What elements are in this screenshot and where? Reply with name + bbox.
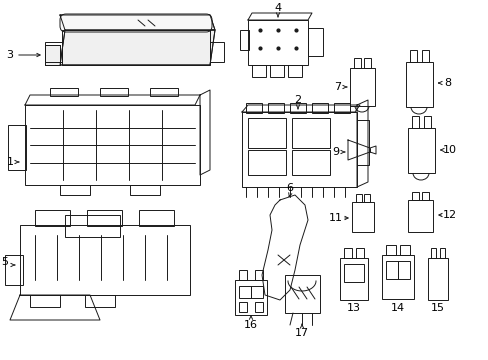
- Bar: [363, 58, 370, 68]
- Bar: [421, 192, 428, 200]
- Text: 2: 2: [294, 95, 301, 105]
- Text: 9: 9: [332, 147, 339, 157]
- Bar: [363, 194, 369, 202]
- Bar: [355, 248, 363, 258]
- Bar: [267, 103, 284, 113]
- Bar: [409, 50, 416, 62]
- Bar: [85, 295, 115, 307]
- Text: 5: 5: [1, 257, 8, 267]
- Bar: [291, 150, 329, 175]
- Bar: [430, 248, 435, 258]
- Bar: [247, 20, 307, 65]
- Bar: [50, 88, 78, 96]
- Bar: [343, 248, 351, 258]
- Bar: [343, 264, 363, 282]
- Bar: [8, 125, 26, 170]
- Bar: [353, 58, 360, 68]
- Bar: [87, 210, 122, 226]
- Bar: [407, 200, 432, 232]
- Text: 3: 3: [6, 50, 14, 60]
- Bar: [287, 65, 302, 77]
- Bar: [339, 258, 367, 300]
- Bar: [25, 105, 200, 185]
- Bar: [239, 302, 246, 312]
- Bar: [130, 185, 160, 195]
- Bar: [62, 30, 209, 65]
- Text: 11: 11: [328, 213, 342, 223]
- Bar: [307, 28, 323, 56]
- Bar: [240, 30, 248, 50]
- Bar: [242, 112, 356, 187]
- Bar: [30, 295, 60, 307]
- Bar: [411, 192, 418, 200]
- Bar: [245, 103, 262, 113]
- Bar: [411, 116, 418, 128]
- Bar: [239, 270, 246, 280]
- Text: 1: 1: [6, 157, 14, 167]
- Bar: [100, 88, 128, 96]
- Bar: [60, 185, 90, 195]
- Bar: [355, 194, 361, 202]
- Bar: [381, 255, 413, 299]
- Bar: [356, 120, 368, 165]
- Bar: [423, 116, 430, 128]
- FancyBboxPatch shape: [60, 14, 212, 32]
- Bar: [254, 270, 263, 280]
- Bar: [421, 50, 428, 62]
- Bar: [139, 210, 174, 226]
- Bar: [311, 103, 327, 113]
- Bar: [65, 215, 120, 237]
- Bar: [251, 65, 265, 77]
- Bar: [405, 62, 432, 107]
- Text: 6: 6: [286, 183, 293, 193]
- Text: 17: 17: [294, 328, 308, 338]
- Bar: [254, 302, 263, 312]
- Bar: [20, 225, 190, 295]
- Text: 4: 4: [274, 3, 281, 13]
- Polygon shape: [60, 30, 215, 65]
- Polygon shape: [60, 15, 215, 30]
- Polygon shape: [45, 45, 60, 65]
- Bar: [351, 202, 373, 232]
- Text: 15: 15: [430, 303, 444, 313]
- Bar: [239, 286, 250, 298]
- Bar: [385, 261, 397, 279]
- Text: 7: 7: [334, 82, 341, 92]
- Bar: [235, 280, 266, 315]
- Bar: [397, 261, 409, 279]
- Text: 8: 8: [444, 78, 450, 88]
- Text: 12: 12: [442, 210, 456, 220]
- Bar: [407, 128, 434, 173]
- Bar: [269, 65, 284, 77]
- Bar: [385, 245, 395, 255]
- Bar: [439, 248, 444, 258]
- Text: 13: 13: [346, 303, 360, 313]
- Bar: [427, 258, 447, 300]
- Bar: [45, 42, 62, 62]
- Bar: [250, 286, 263, 298]
- Bar: [150, 88, 178, 96]
- Bar: [247, 150, 285, 175]
- Bar: [289, 103, 305, 113]
- Bar: [35, 210, 70, 226]
- Text: 10: 10: [442, 145, 456, 155]
- Bar: [285, 275, 319, 313]
- Text: 14: 14: [390, 303, 404, 313]
- Bar: [209, 42, 224, 62]
- Bar: [5, 255, 23, 285]
- Bar: [247, 118, 285, 148]
- Bar: [399, 245, 409, 255]
- Bar: [349, 68, 374, 106]
- Bar: [291, 118, 329, 148]
- Text: 16: 16: [244, 320, 258, 330]
- Bar: [333, 103, 349, 113]
